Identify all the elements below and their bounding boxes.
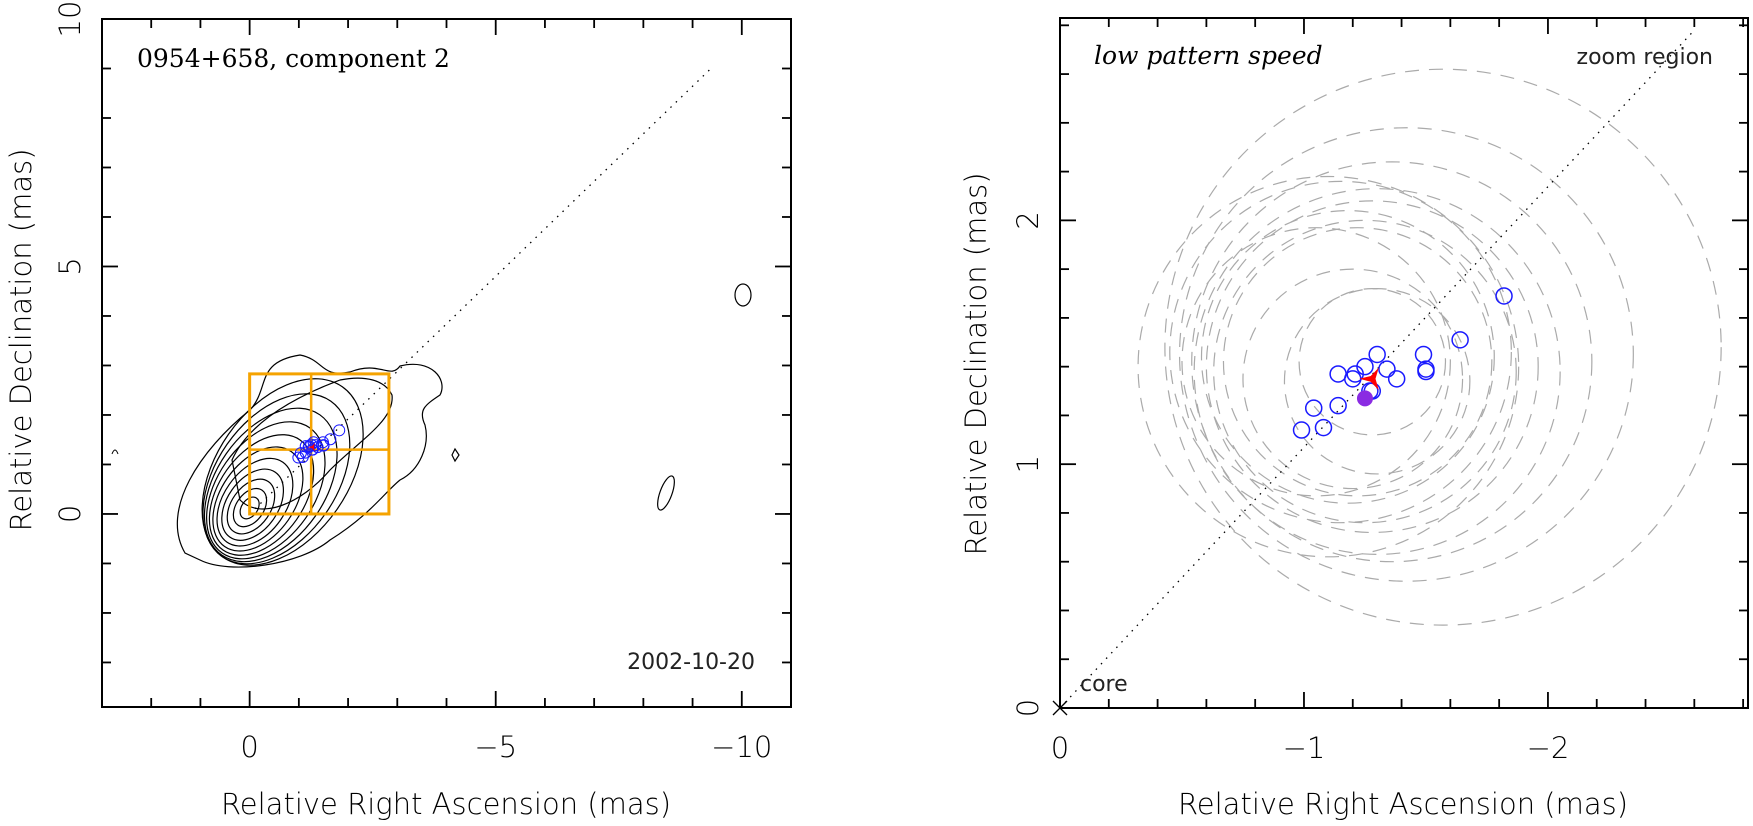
x-axis-label: Relative Right Ascension (mas) [221,787,671,821]
plot-frame [1059,17,1749,709]
data-point [1387,370,1406,388]
y-axis-label: Relative Declination (mas) [4,148,38,531]
data-point [1314,418,1333,437]
contour-line [221,468,285,541]
right-panel: 0 −1 −2 0 1 2 low pattern speed zoom region c… [959,17,1749,821]
uncertainty-circle [1222,227,1493,497]
x-tick-label: 0 [240,730,258,764]
x-tick-label: −5 [474,730,517,764]
core-cross-stroke [1052,700,1068,716]
component-markers [1292,287,1513,439]
uncertainty-circle [1200,210,1495,504]
contour-line [232,487,268,528]
uncertainty-circle [1193,188,1561,555]
y-tick-label: 0 [53,505,87,523]
component-markers [292,424,346,464]
data-point [1451,331,1469,349]
contour-line [216,457,294,547]
contour-island [451,447,460,463]
y-axis-label: Relative Declination (mas) [959,172,993,555]
uncertainty-circle [1298,288,1447,436]
axis-ticks [102,18,791,707]
core-label: core [1080,672,1128,697]
contour-island [734,283,752,307]
y-tick-label: 1 [1011,455,1045,473]
y-tick-label: 5 [53,257,87,275]
contour-line [226,478,276,535]
data-point [1417,362,1435,381]
x-tick-label: −10 [711,730,772,764]
uncertainty-circle [1137,175,1520,558]
contour-line [203,407,338,563]
star-marker [1359,367,1379,391]
core-cross-icon [1052,700,1068,716]
data-point [1356,357,1374,376]
uncertainty-circle [1178,127,1634,582]
uncertainty-circle [1191,161,1593,563]
y-tick-label: 0 [1011,699,1045,717]
contour-map [111,283,752,568]
data-point [317,439,330,452]
contour-island [657,475,675,511]
contour-line [176,354,443,568]
contour-line [201,378,364,566]
star-marker [307,442,316,452]
x-tick-label: −2 [1527,731,1570,765]
data-point [1329,396,1347,415]
contour-island [111,449,119,455]
data-point [333,424,346,437]
uncertainty-circle [1242,268,1464,490]
uncertainty-circle [1164,68,1722,626]
data-point [1329,365,1347,383]
jet-axis-line [249,69,711,515]
contour-line [206,421,326,560]
contour-line [202,393,351,565]
data-point [1495,287,1513,305]
axis-ticks [1060,18,1748,708]
uncertainty-circles [1137,68,1722,626]
data-point [1414,345,1433,364]
uncertainty-circle [1205,200,1539,534]
contour-line [231,377,393,510]
date-label: 2002-10-20 [627,650,755,675]
tick-labels: 0 −5 −10 0 5 10 [53,1,772,764]
data-point [1304,399,1323,417]
pattern-center-marker [1359,367,1379,391]
contour-line [212,446,304,552]
left-panel: 0 −5 −10 0 5 10 0954+658, component 2 2002-10… [4,1,792,821]
x-tick-label: −1 [1283,731,1326,765]
data-point [305,438,318,451]
x-axis-label: Relative Right Ascension (mas) [1178,787,1628,821]
uncertainty-circle [1169,180,1512,524]
data-point [324,433,337,446]
zoom-region-label: zoom region [1577,45,1713,70]
y-tick-label: 10 [53,1,87,38]
x-tick-label: 0 [1051,731,1069,765]
plot-frame [101,18,792,708]
plot-title: low pattern speed [1094,41,1323,70]
tick-labels: 0 −1 −2 0 1 2 [1011,211,1569,765]
data-point [1378,360,1396,378]
zoom-box-rect [248,372,391,516]
y-tick-label: 2 [1011,211,1045,229]
data-point [306,443,319,456]
data-point [1368,345,1386,364]
plot-title: 0954+658, component 2 [137,44,450,73]
data-point-filled [1356,390,1373,407]
jet-axis-line [1059,29,1695,709]
uncertainty-circle [1213,219,1517,524]
uncertainty-circle [1181,227,1451,497]
data-point [1292,421,1311,439]
data-point [303,440,316,453]
contour-line [208,434,315,556]
mean-position-marker [1356,390,1373,407]
